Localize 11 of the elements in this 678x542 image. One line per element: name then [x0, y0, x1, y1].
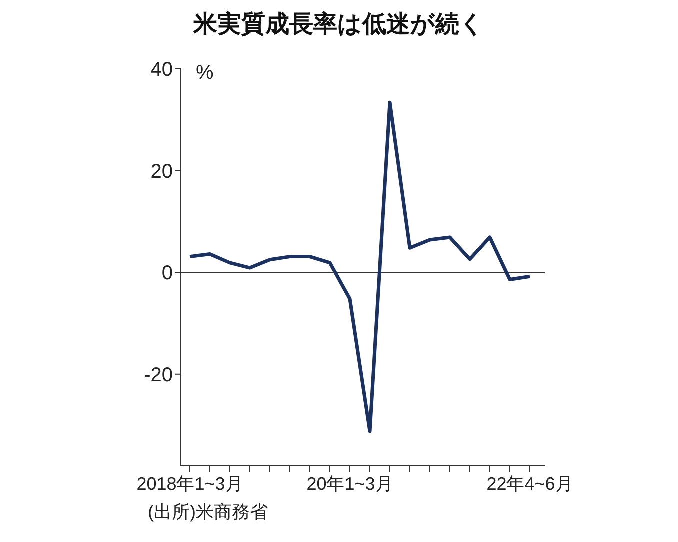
line-series	[188, 100, 532, 434]
x-tick-label: 22年4~6月	[486, 474, 574, 494]
text: (出所)米商務省	[148, 501, 269, 524]
x-tick-label: 2018年1~3月	[136, 474, 244, 494]
y-tick-label: 40	[150, 59, 173, 82]
x-tick-label: 20年1~3月	[306, 474, 394, 494]
y-tick-label: -20	[144, 364, 173, 386]
chart-title: 米実質成長率は低迷が続く	[192, 10, 486, 40]
y-tick-label: 0	[162, 262, 173, 285]
y-axis-title: %	[196, 62, 214, 85]
y-tick-label: 20	[150, 160, 173, 183]
